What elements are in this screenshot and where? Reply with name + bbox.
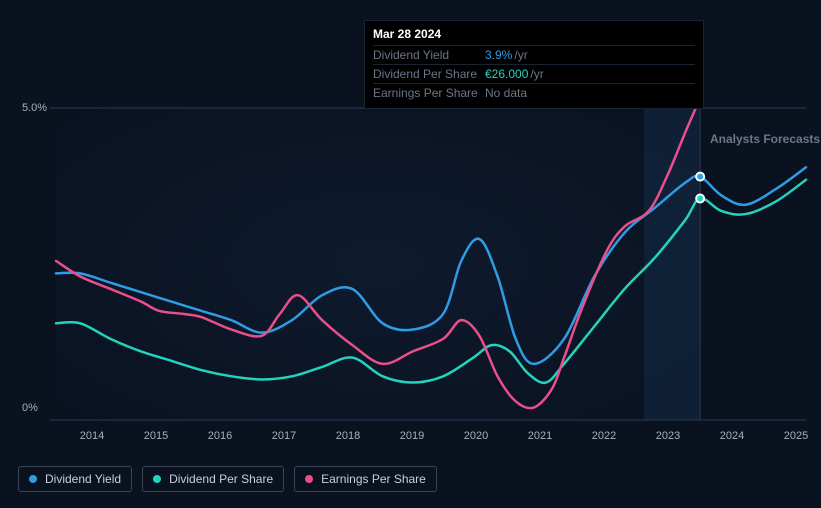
xaxis-tick: 2018	[336, 430, 360, 442]
dividend-chart: Mar 28 2024 Dividend Yield3.9% /yrDivide…	[0, 0, 821, 508]
xaxis-tick: 2020	[464, 430, 488, 442]
legend-label: Dividend Yield	[45, 472, 121, 486]
xaxis-tick: 2022	[592, 430, 616, 442]
tooltip-row-label: Dividend Yield	[373, 48, 485, 62]
tooltip-row-value: €26.000	[485, 67, 528, 81]
xaxis-tick: 2014	[80, 430, 104, 442]
chart-tooltip: Mar 28 2024 Dividend Yield3.9% /yrDivide…	[364, 20, 704, 109]
xaxis-tick: 2025	[784, 430, 808, 442]
xaxis-tick: 2024	[720, 430, 744, 442]
legend: Dividend Yield Dividend Per Share Earnings…	[18, 466, 437, 492]
legend-dot	[153, 475, 161, 483]
xaxis-tick: 2017	[272, 430, 296, 442]
xaxis-tick: 2019	[400, 430, 424, 442]
legend-label: Earnings Per Share	[321, 472, 426, 486]
yaxis-tick-bottom: 0%	[22, 402, 38, 414]
xaxis-tick: 2016	[208, 430, 232, 442]
plot-area[interactable]	[50, 108, 806, 420]
chart-marker-dot	[697, 195, 703, 201]
xaxis-tick: 2015	[144, 430, 168, 442]
tooltip-row-nodata: No data	[485, 86, 527, 100]
legend-item-dividend-per-share[interactable]: Dividend Per Share	[142, 466, 284, 492]
legend-label: Dividend Per Share	[169, 472, 273, 486]
xaxis: 2014 2015 2016 2017 2018 2019 2020 2021 2022 2023…	[0, 430, 821, 444]
legend-dot	[305, 475, 313, 483]
tooltip-date: Mar 28 2024	[373, 27, 695, 45]
legend-item-dividend-yield[interactable]: Dividend Yield	[18, 466, 132, 492]
xaxis-tick: 2021	[528, 430, 552, 442]
tooltip-row-label: Dividend Per Share	[373, 67, 485, 81]
tooltip-row-unit: /yr	[530, 67, 543, 81]
legend-dot	[29, 475, 37, 483]
tooltip-row-unit: /yr	[514, 48, 527, 62]
chart-svg	[50, 108, 806, 420]
tooltip-row-label: Earnings Per Share	[373, 86, 485, 100]
yaxis-tick-top: 5.0%	[22, 102, 47, 114]
tooltip-row: Dividend Yield3.9% /yr	[373, 45, 695, 64]
chart-marker-dot	[697, 174, 703, 180]
tooltip-row: Earnings Per ShareNo data	[373, 83, 695, 102]
legend-item-earnings-per-share[interactable]: Earnings Per Share	[294, 466, 437, 492]
xaxis-tick: 2023	[656, 430, 680, 442]
tooltip-row-value: 3.9%	[485, 48, 512, 62]
tooltip-row: Dividend Per Share€26.000 /yr	[373, 64, 695, 83]
